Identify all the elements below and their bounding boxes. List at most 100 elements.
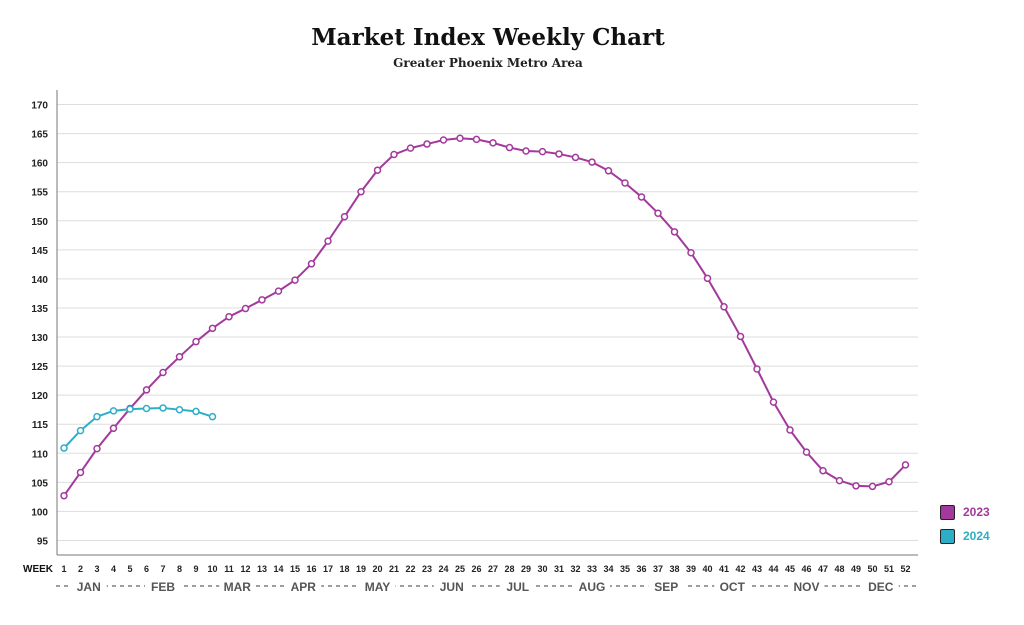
month-label-bg	[499, 577, 536, 593]
data-point-2024	[60, 444, 68, 452]
y-tick-label: 170	[31, 101, 48, 112]
data-point-2023	[208, 324, 217, 333]
data-point-2023	[324, 237, 332, 245]
legend-item-2023: 2023	[940, 500, 990, 524]
month-label-jul: JUL	[506, 580, 529, 594]
x-tick-label: 46	[801, 564, 811, 574]
data-point-2024	[142, 404, 151, 413]
x-tick-label: 9	[193, 564, 198, 574]
x-tick-label: 14	[273, 564, 283, 574]
y-tick-label: 160	[31, 159, 48, 170]
data-point-2023	[241, 304, 250, 313]
x-tick-label: 30	[537, 564, 547, 574]
data-point-2023	[588, 158, 596, 166]
x-tick-label: 2	[78, 564, 83, 574]
month-label-oct: OCT	[720, 580, 746, 594]
data-point-2023	[637, 193, 646, 201]
data-point-2024	[192, 407, 200, 416]
x-tick-label: 52	[900, 564, 910, 574]
month-label-aug: AUG	[579, 580, 606, 594]
month-label-bg	[285, 577, 322, 593]
data-point-2023	[307, 260, 316, 268]
data-point-2023	[357, 187, 365, 196]
x-tick-label: 49	[851, 564, 861, 574]
x-tick-label: 5	[127, 564, 132, 574]
y-tick-label: 100	[31, 507, 48, 518]
data-point-2023	[621, 179, 629, 187]
x-tick-label: 28	[504, 564, 514, 574]
x-tick-label: 27	[488, 564, 498, 574]
data-point-2023	[670, 228, 679, 236]
month-label-bg	[433, 577, 470, 593]
month-label-mar: MAR	[224, 580, 252, 594]
data-point-2023	[868, 482, 877, 491]
month-label-feb: FEB	[151, 580, 175, 594]
data-point-2023	[192, 337, 200, 346]
x-tick-label: 12	[240, 564, 250, 574]
legend-swatch-2023	[940, 504, 955, 520]
month-label-jan: JAN	[77, 580, 101, 594]
x-tick-label: 35	[620, 564, 630, 574]
x-tick-label: 1	[61, 564, 66, 574]
x-tick-label: 13	[257, 564, 267, 574]
x-tick-label: 40	[702, 564, 712, 574]
data-point-2023	[538, 147, 547, 156]
data-point-2023	[142, 386, 151, 394]
x-tick-label: 19	[356, 564, 366, 574]
data-point-2023	[802, 448, 811, 456]
month-label-may: MAY	[365, 580, 391, 594]
data-point-2023	[720, 303, 728, 311]
data-point-2023	[225, 312, 233, 321]
x-tick-label: 50	[867, 564, 877, 574]
data-point-2023	[373, 166, 382, 174]
data-point-2023	[439, 136, 448, 144]
x-tick-label: 26	[471, 564, 481, 574]
x-tick-label: 43	[752, 564, 762, 574]
legend-label-2024: 2024	[963, 529, 990, 543]
data-point-2023	[555, 150, 563, 158]
x-tick-label: 29	[521, 564, 531, 574]
x-tick-label: 48	[834, 564, 844, 574]
data-point-2023	[786, 426, 794, 434]
legend: 2023 2024	[940, 500, 990, 548]
x-tick-label: 11	[224, 564, 234, 574]
data-point-2023	[703, 274, 712, 283]
data-point-2023	[175, 353, 184, 361]
data-point-2023	[60, 491, 68, 500]
y-tick-label: 155	[31, 188, 48, 199]
data-point-2023	[390, 150, 398, 159]
month-label-bg	[219, 577, 256, 593]
x-tick-label: 15	[290, 564, 300, 574]
month-label-bg	[862, 577, 899, 593]
x-tick-label: 20	[372, 564, 382, 574]
data-point-2024	[93, 412, 101, 421]
data-point-2023	[291, 276, 299, 284]
data-point-2023	[736, 332, 745, 341]
y-tick-label: 150	[31, 217, 48, 228]
x-tick-label: 10	[207, 564, 217, 574]
month-label-nov: NOV	[793, 580, 819, 594]
x-tick-label: 39	[686, 564, 696, 574]
x-tick-label: 22	[405, 564, 415, 574]
x-tick-label: 34	[603, 564, 613, 574]
y-tick-label: 115	[32, 420, 49, 431]
x-tick-label: 17	[323, 564, 333, 574]
x-tick-label: 4	[111, 564, 116, 574]
data-point-2023	[769, 398, 778, 406]
x-tick-label: 45	[785, 564, 795, 574]
data-point-2023	[819, 466, 827, 475]
data-point-2024	[159, 404, 167, 412]
x-tick-label: 37	[653, 564, 663, 574]
x-tick-label: 42	[735, 564, 745, 574]
y-tick-label: 125	[31, 362, 48, 373]
month-label-apr: APR	[291, 580, 317, 594]
x-tick-label: 32	[570, 564, 580, 574]
data-point-2023	[885, 478, 893, 486]
chart-subtitle: Greater Phoenix Metro Area	[393, 56, 583, 70]
x-tick-label: 38	[669, 564, 679, 574]
legend-item-2024: 2024	[940, 524, 990, 548]
data-point-2023	[687, 249, 695, 257]
data-point-2023	[423, 140, 431, 148]
data-point-2024	[208, 412, 217, 421]
month-label-sep: SEP	[654, 580, 678, 594]
